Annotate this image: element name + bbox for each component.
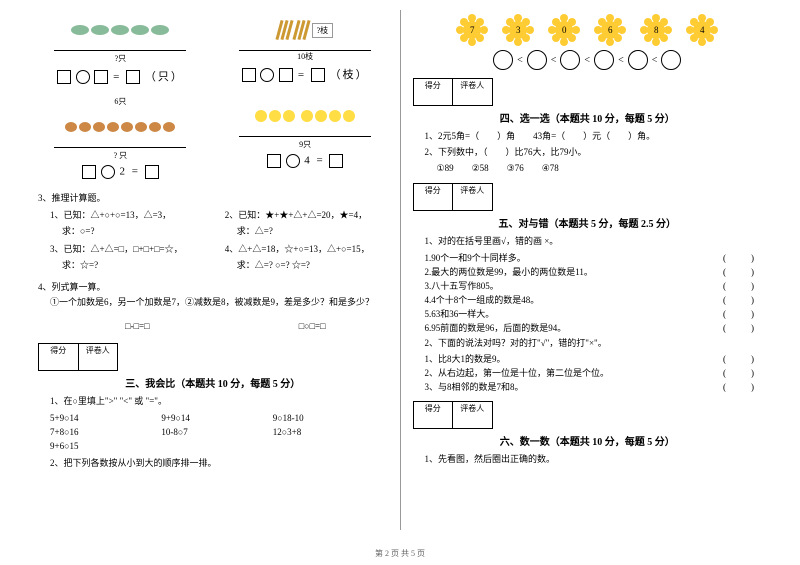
q4-1-text: ①一个加数是6，另一个加数是7，②减数是8，被减数是9，差是多少？和是多少？	[50, 295, 388, 309]
paren: ( )	[723, 293, 762, 306]
score-box: 得分 评卷人	[413, 401, 493, 429]
q3-3-text: 3、已知：△+△=□，□+□+□=☆，	[50, 242, 213, 256]
section-3-title: 三、我会比（本题共 10 分，每题 5 分）	[38, 375, 388, 390]
score-label: 得分	[414, 79, 454, 105]
grader-label: 评卷人	[79, 344, 118, 370]
score-label: 得分	[39, 344, 79, 370]
q3-1-ask: 求：○=?	[62, 225, 213, 239]
grader-label: 评卷人	[453, 79, 492, 105]
paren: ( )	[723, 307, 762, 320]
total-label: 10枝	[223, 51, 388, 62]
tf-item: 1、比8大1的数是9。	[425, 352, 506, 365]
section-6-title: 六、数一数（本题共 10 分，每题 5 分）	[413, 433, 763, 448]
q3-3-ask: 求：☆=?	[62, 259, 213, 273]
sec6-q1: 1、先看图，然后圈出正确的数。	[425, 452, 763, 466]
grader-label: 评卷人	[453, 184, 492, 210]
flower-row: 7 3 0 6 8 4	[413, 16, 763, 44]
q3-4-text: 4、△+△=18，☆+○=13，△+○=15，	[225, 242, 388, 256]
tf-item: 2、从右边起，第一位是十位，第二位是个位。	[425, 366, 610, 379]
sec4-opts: ①89 ②58 ③76 ④78	[437, 162, 763, 176]
score-box: 得分 评卷人	[413, 78, 493, 106]
section-4-title: 四、选一选（本题共 10 分，每题 5 分）	[413, 110, 763, 125]
problem-image-clouds: ?只 = （只）	[38, 10, 203, 88]
score-box: 得分 评卷人	[38, 343, 118, 371]
q3-1-text: 1、已知：△+○+○=13，△=3，	[50, 208, 213, 222]
question-4-title: 4、列式算一算。	[38, 280, 388, 293]
paren: ( )	[723, 321, 762, 334]
grader-label: 评卷人	[453, 402, 492, 428]
sec4-q2: 2、下列数中，（ ）比76大，比79小。	[425, 145, 763, 159]
problem-image-chicks: 9只 4 =	[223, 96, 388, 183]
compare-item: 7+8○16	[50, 425, 161, 439]
compare-item: 12○3+8	[273, 425, 384, 439]
flower-icon: 6	[596, 16, 624, 44]
tf-item: 1.90个一和9个十同样多。	[425, 251, 526, 264]
q3-2-ask: 求：△=?	[237, 225, 388, 239]
hint-label: ?只	[38, 53, 203, 64]
page-footer: 第 2 页 共 5 页	[0, 548, 800, 559]
unit-label: （枝）	[330, 69, 369, 81]
compare-item: 9+9○14	[161, 411, 272, 425]
paren: ( )	[723, 265, 762, 278]
compare-item: 9○18-10	[273, 411, 384, 425]
flower-icon: 8	[642, 16, 670, 44]
compare-item: 5+9○14	[50, 411, 161, 425]
q4-eq1: □-□=□	[62, 320, 213, 334]
question-3-title: 3、推理计算题。	[38, 191, 388, 204]
score-label: 得分	[414, 402, 454, 428]
flower-icon: 0	[550, 16, 578, 44]
tf-item: 3.八十五写作805。	[425, 279, 499, 292]
tf-item: 6.95前面的数是96，后面的数是94。	[425, 321, 567, 334]
tf-item: 5.63和36一样大。	[425, 307, 495, 320]
tf-item: 2.最大的两位数是99，最小的两位数是11。	[425, 265, 593, 278]
flower-icon: 4	[688, 16, 716, 44]
paren: ( )	[723, 366, 762, 379]
flower-icon: 3	[504, 16, 532, 44]
score-box: 得分 评卷人	[413, 183, 493, 211]
problem-image-snails: 6只 ? 只 2 =	[38, 96, 203, 183]
compare-item: 10-8○7	[161, 425, 272, 439]
flower-icon: 7	[458, 16, 486, 44]
paren: ( )	[723, 279, 762, 292]
sec3-q1: 1、在○里填上">" "<" 或 "="。	[50, 394, 388, 408]
paren: ( )	[723, 352, 762, 365]
unit-label: （只）	[145, 71, 184, 83]
problem-image-pencils: ?枝 10枝 = （枝）	[223, 10, 388, 88]
sec5-q1: 1、对的在括号里画√，错的画 ×。	[425, 234, 763, 248]
sec3-q2: 2、把下列各数按从小到大的顺序排一排。	[50, 456, 388, 470]
paren: ( )	[723, 380, 762, 393]
tf-item: 4.4个十8个一组成的数是48。	[425, 293, 540, 306]
tf-item: 3、与8相邻的数是7和8。	[425, 380, 524, 393]
ordering-row: < < < < <	[413, 50, 763, 70]
score-label: 得分	[414, 184, 454, 210]
paren: ( )	[723, 251, 762, 264]
sec4-q1: 1、2元5角=（ ）角 43角=（ ）元（ ）角。	[425, 129, 763, 143]
q3-4-ask: 求：△=? ○=? ☆=?	[237, 259, 388, 273]
q3-2-text: 2、已知：★+★+△+△=20，★=4，	[225, 208, 388, 222]
sec5-q2: 2、下面的说法对吗？对的打"√"，错的打"×"。	[425, 336, 763, 350]
q4-eq2: □○□=□	[237, 320, 388, 334]
section-5-title: 五、对与错（本题共 5 分，每题 2.5 分）	[413, 215, 763, 230]
compare-item: 9+6○15	[50, 439, 161, 453]
